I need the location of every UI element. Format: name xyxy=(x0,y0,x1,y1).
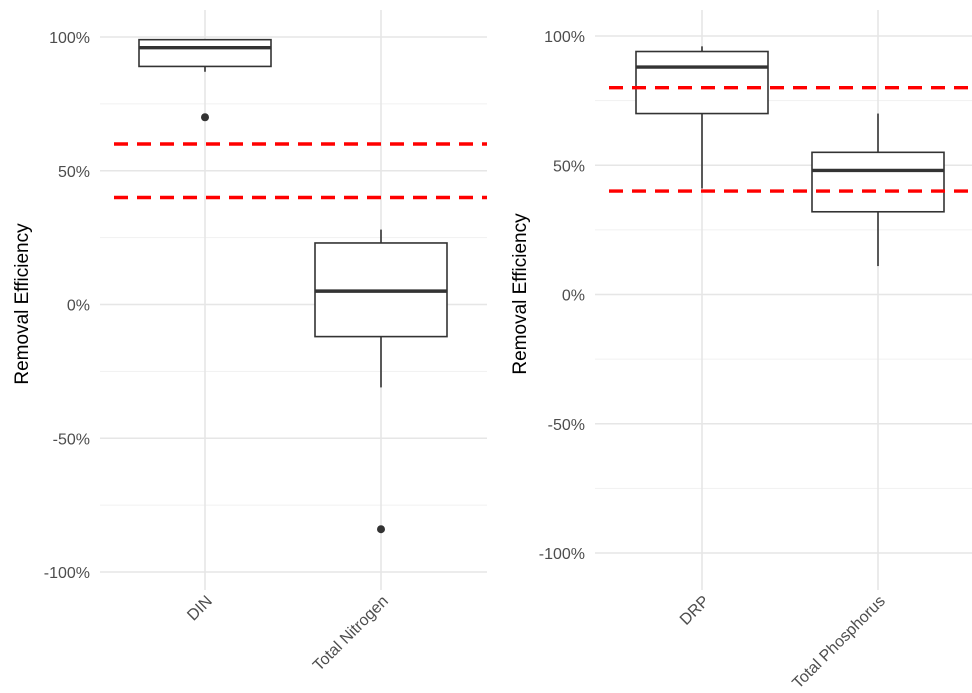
box-din xyxy=(138,38,272,122)
x-tick-label: DRP xyxy=(677,593,713,629)
y-tick-label: -50% xyxy=(53,431,90,448)
y-axis-label: Removal Efficiency xyxy=(510,213,531,375)
y-tick-label: 0% xyxy=(562,288,585,305)
y-tick-label: -100% xyxy=(44,565,90,582)
box-drp xyxy=(635,46,769,189)
y-axis-label: Removal Efficiency xyxy=(12,223,33,385)
box-total-nitrogen xyxy=(314,229,448,534)
box-body xyxy=(635,50,769,115)
y-tick-label: 50% xyxy=(58,164,90,181)
y-tick-label: 50% xyxy=(553,158,585,175)
outlier-point xyxy=(377,525,385,534)
x-tick-label: Total Nitrogen xyxy=(310,593,392,675)
y-tick-label: -100% xyxy=(539,546,585,563)
outlier-point xyxy=(201,113,209,122)
box-total-phosphorus xyxy=(811,113,945,267)
box-body xyxy=(138,38,272,68)
x-tick-label: Total Phosphorus xyxy=(789,593,888,692)
panel-2: 100% 50% 0% -50% -100% Removal Efficiency DRP T… xyxy=(510,10,972,692)
box-body xyxy=(811,151,945,213)
y-tick-label: 100% xyxy=(544,29,585,46)
y-tick-label: -50% xyxy=(548,417,585,434)
y-tick-label: 100% xyxy=(49,30,90,47)
x-tick-label: DIN xyxy=(184,593,216,625)
panel-1: 100% 50% 0% -50% -100% Removal Efficiency DIN T… xyxy=(12,10,487,675)
y-tick-label: 0% xyxy=(67,298,90,315)
